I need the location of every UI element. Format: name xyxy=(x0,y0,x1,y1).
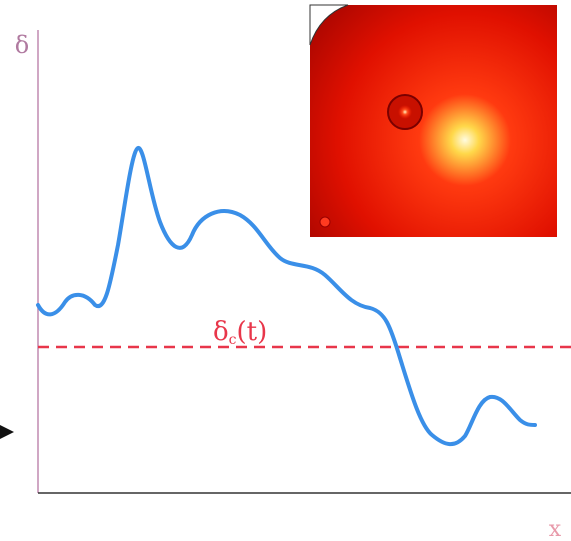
threshold-argument: (t) xyxy=(237,317,268,347)
inset-image xyxy=(310,5,557,237)
x-axis-label: x xyxy=(549,517,562,541)
page: δ x δc(t) (() => { const data = JSON.par… xyxy=(0,0,571,541)
inset-background xyxy=(310,5,557,237)
arrow xyxy=(0,425,14,439)
inset-dot xyxy=(320,217,330,227)
threshold-symbol: δ xyxy=(213,317,229,347)
threshold-subscript: c xyxy=(229,332,237,348)
diagram: δ x δc(t) xyxy=(0,0,571,541)
y-axis-label: δ xyxy=(15,31,29,59)
inset-ring-core xyxy=(398,105,412,119)
threshold-label: δc(t) xyxy=(213,317,267,348)
